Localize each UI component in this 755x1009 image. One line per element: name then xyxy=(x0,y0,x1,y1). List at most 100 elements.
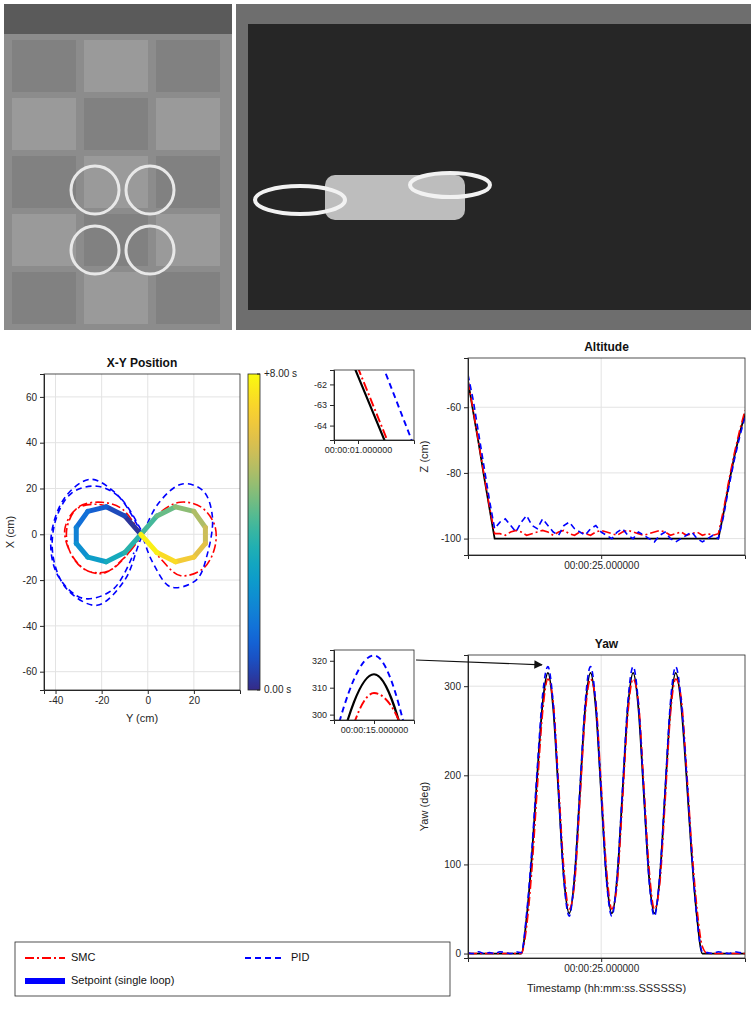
chart-time: 00:00:25.0000000100200300YawTimestamp (h… xyxy=(0,637,755,1009)
photo-floor-tile xyxy=(156,98,220,150)
inset-background xyxy=(334,650,414,720)
axis: -64-63-62 xyxy=(314,371,335,441)
grid-line xyxy=(44,396,240,397)
tick-label: -40 xyxy=(23,621,38,632)
grid-line xyxy=(468,775,745,776)
axis-line xyxy=(45,691,241,695)
axis-line xyxy=(464,656,469,959)
tick-label: -80 xyxy=(447,468,462,479)
grid-line xyxy=(468,864,745,865)
tick: 0 xyxy=(455,948,468,959)
series-line xyxy=(334,370,414,440)
tick-label: 0 xyxy=(31,529,37,540)
inset: 00:00:15.000000300310320 xyxy=(0,650,755,1009)
axis-line xyxy=(40,375,45,691)
setpoint-segment xyxy=(125,534,141,552)
tick-mark xyxy=(358,440,359,444)
photo-floor-tile xyxy=(156,214,220,266)
grid-line xyxy=(147,374,148,690)
photo-floor-tile xyxy=(12,272,76,324)
photo-floor-tile xyxy=(12,214,76,266)
tick-mark xyxy=(40,626,44,627)
series-line xyxy=(334,370,414,440)
setpoint-segment xyxy=(194,511,206,527)
grid-line xyxy=(601,358,602,555)
tick-mark xyxy=(330,405,334,406)
tick-mark xyxy=(40,488,44,489)
colorbar xyxy=(248,374,260,690)
photo-rotor-guard xyxy=(410,173,490,197)
chart-time: 00:00:25.000000-100-80-60AltitudeZ (cm)0… xyxy=(278,137,755,1009)
grid-line xyxy=(468,407,745,408)
tick: 100 xyxy=(444,859,468,870)
tick: -60 xyxy=(447,402,468,413)
tick-mark xyxy=(40,672,44,673)
tick: -62 xyxy=(314,380,334,390)
tick-label: -100 xyxy=(441,533,461,544)
grid-line xyxy=(468,472,745,473)
legend-swatch xyxy=(25,978,65,984)
axis-title: X (cm) xyxy=(4,516,16,548)
tick-mark xyxy=(464,954,468,955)
axis: -40 -20 0 20 xyxy=(45,690,241,706)
axis: 00:00:01.000000 xyxy=(325,440,415,455)
photo-frame xyxy=(236,4,248,330)
tick-label: 20 xyxy=(189,695,201,706)
setpoint-segment xyxy=(141,516,157,534)
series-line xyxy=(468,673,745,954)
tick-label: 00:00:01.000000 xyxy=(325,445,393,455)
axis: 0 100 200 300 xyxy=(444,656,468,960)
axis-line xyxy=(469,556,746,560)
tick-mark xyxy=(601,958,602,962)
chart-title: X-Y Position xyxy=(107,356,177,370)
photo-frame xyxy=(236,310,751,330)
plot-frame xyxy=(468,655,745,958)
tick-label: 300 xyxy=(312,710,327,720)
tick-label: -64 xyxy=(314,421,327,431)
tick: -20 xyxy=(95,690,110,706)
setpoint-segment xyxy=(88,507,106,512)
series-line xyxy=(468,381,745,539)
series-line xyxy=(334,370,414,440)
tick-label: 200 xyxy=(444,770,461,781)
setpoint-segment xyxy=(157,553,175,562)
tick-mark xyxy=(40,580,44,581)
series-line xyxy=(51,479,213,605)
photo-rotor xyxy=(126,166,174,214)
photo-side-view xyxy=(236,4,751,330)
plot-background xyxy=(468,655,745,958)
tick-mark xyxy=(464,407,468,408)
tick-label: 300 xyxy=(444,681,461,692)
legend-label: Setpoint (single loop) xyxy=(71,974,174,986)
inset-arrow xyxy=(416,660,542,665)
photo-floor-tile xyxy=(12,40,76,92)
photo-floor-tile xyxy=(12,98,76,150)
tick-mark xyxy=(601,555,602,559)
grid xyxy=(44,374,240,690)
series-line xyxy=(468,679,745,953)
setpoint-segment xyxy=(106,507,124,516)
chart-xy: -40-20020-60-40-200204060X-Y PositionY (… xyxy=(4,356,297,724)
plot-background xyxy=(44,374,240,690)
tick-label: -40 xyxy=(49,695,64,706)
tick-label: 310 xyxy=(312,683,327,693)
photo-frame xyxy=(236,4,751,24)
axis-title: Yaw (deg) xyxy=(418,782,430,831)
tick: 0 xyxy=(145,690,151,706)
setpoint-segment xyxy=(194,543,206,557)
plot-frame xyxy=(44,374,240,690)
legend-box xyxy=(15,942,450,996)
tick: 20 xyxy=(189,690,201,706)
chart-title: Altitude xyxy=(584,340,629,354)
setpoint-segment xyxy=(141,534,157,552)
tick-label: 320 xyxy=(312,656,327,666)
tick-label: -60 xyxy=(447,402,462,413)
tick-label: 20 xyxy=(26,483,38,494)
series-line xyxy=(468,374,745,541)
tick-mark xyxy=(464,473,468,474)
tick-mark xyxy=(330,661,334,662)
grid-line xyxy=(44,488,240,489)
tick-mark xyxy=(40,397,44,398)
tick: 300 xyxy=(444,681,468,692)
tick: -80 xyxy=(447,468,468,479)
